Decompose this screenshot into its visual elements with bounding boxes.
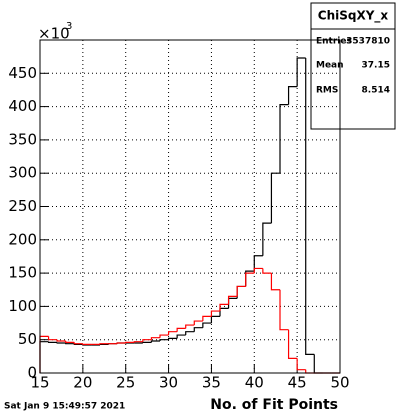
histogram-bin (185, 331, 195, 336)
x-tick-label: 20 (73, 374, 92, 392)
histogram-bin (56, 339, 66, 342)
stats-label: Entries (316, 37, 352, 47)
date-stamp: Sat Jan 9 15:49:57 2021 (4, 402, 125, 412)
y-tick-label: 300 (8, 164, 37, 182)
stats-title: ChiSqXY_x (318, 9, 389, 24)
x-tick-label: 35 (202, 374, 221, 392)
y-tick-label: 50 (18, 330, 37, 348)
histogram-bin (116, 342, 126, 344)
x-tick-label: 40 (245, 374, 264, 392)
histogram-bin (227, 295, 238, 305)
y-tick-label: 250 (8, 197, 37, 215)
histogram-bin (253, 255, 263, 272)
histogram-bin (262, 222, 272, 256)
x-tick-label: 15 (30, 374, 49, 392)
x-axis-title: No. of Fit Points (210, 397, 338, 413)
histogram-bin (193, 320, 203, 326)
histogram-bin (99, 343, 109, 345)
histogram-bin (142, 341, 152, 344)
histogram-bin (202, 315, 212, 322)
histogram-bin (47, 336, 58, 341)
histogram-bin (150, 340, 160, 343)
stats-value: 37.15 (362, 61, 390, 71)
histogram-bin (142, 339, 152, 342)
histogram-bin (167, 337, 178, 340)
plot-frame (39, 39, 341, 374)
histogram-bin (270, 273, 280, 291)
histogram-bin (185, 324, 195, 329)
histogram-bin (65, 343, 75, 345)
y-tick-label: 150 (8, 264, 37, 282)
x-tick-label: 30 (159, 374, 178, 392)
histogram-bin (133, 341, 143, 343)
histogram-bin (73, 342, 83, 345)
stats-value: 3537810 (346, 37, 390, 47)
y-multiplier-exp: 3 (66, 21, 72, 32)
histogram-bin (236, 285, 246, 297)
x-tick-label: 50 (330, 374, 349, 392)
histogram-bin (262, 268, 272, 274)
histogram-bin (270, 172, 280, 224)
histogram-bin (176, 334, 186, 339)
histogram-bin (279, 289, 289, 331)
histogram-bin (125, 341, 135, 344)
histogram-bin (202, 322, 212, 328)
histogram-bin (210, 310, 220, 317)
histogram-bin (287, 329, 298, 359)
histogram-bin (159, 339, 169, 342)
histogram-bin (193, 327, 203, 332)
histogram-bin (305, 57, 315, 355)
histogram-bin (296, 57, 306, 87)
y-multiplier: ×10 (38, 25, 70, 43)
histogram-bin (159, 334, 169, 338)
stats-value: 8.514 (362, 86, 390, 96)
histogram-bin (47, 341, 58, 343)
stats-label: RMS (316, 86, 338, 96)
y-tick-label: 400 (8, 97, 37, 115)
y-tick-label: 200 (8, 230, 37, 248)
x-tick-label: 25 (116, 374, 135, 392)
histogram-bin (279, 104, 289, 174)
histogram-bin (99, 343, 109, 346)
histogram-bin (219, 303, 229, 312)
stats-box: ChiSqXY_x Entries 3537810 Mean 37.15 RMS… (310, 2, 396, 130)
histogram-bin (253, 267, 263, 274)
y-tick-label: 100 (8, 297, 37, 315)
y-tick-label: 450 (8, 64, 37, 82)
stats-label: Mean (316, 61, 344, 71)
histogram-bin (287, 86, 298, 105)
histogram-bin (296, 358, 306, 371)
histogram-bin (56, 342, 66, 344)
histogram-bin (65, 341, 75, 343)
y-tick-label: 0 (27, 364, 37, 382)
stats-frame (310, 2, 396, 130)
histogram-bin (245, 272, 255, 287)
histogram-bin (176, 327, 186, 332)
y-tick-label: 350 (8, 130, 37, 148)
histogram-bin (167, 331, 178, 336)
histogram-bin (150, 337, 160, 340)
x-tick-label: 45 (288, 374, 307, 392)
histogram-bin (82, 343, 92, 345)
